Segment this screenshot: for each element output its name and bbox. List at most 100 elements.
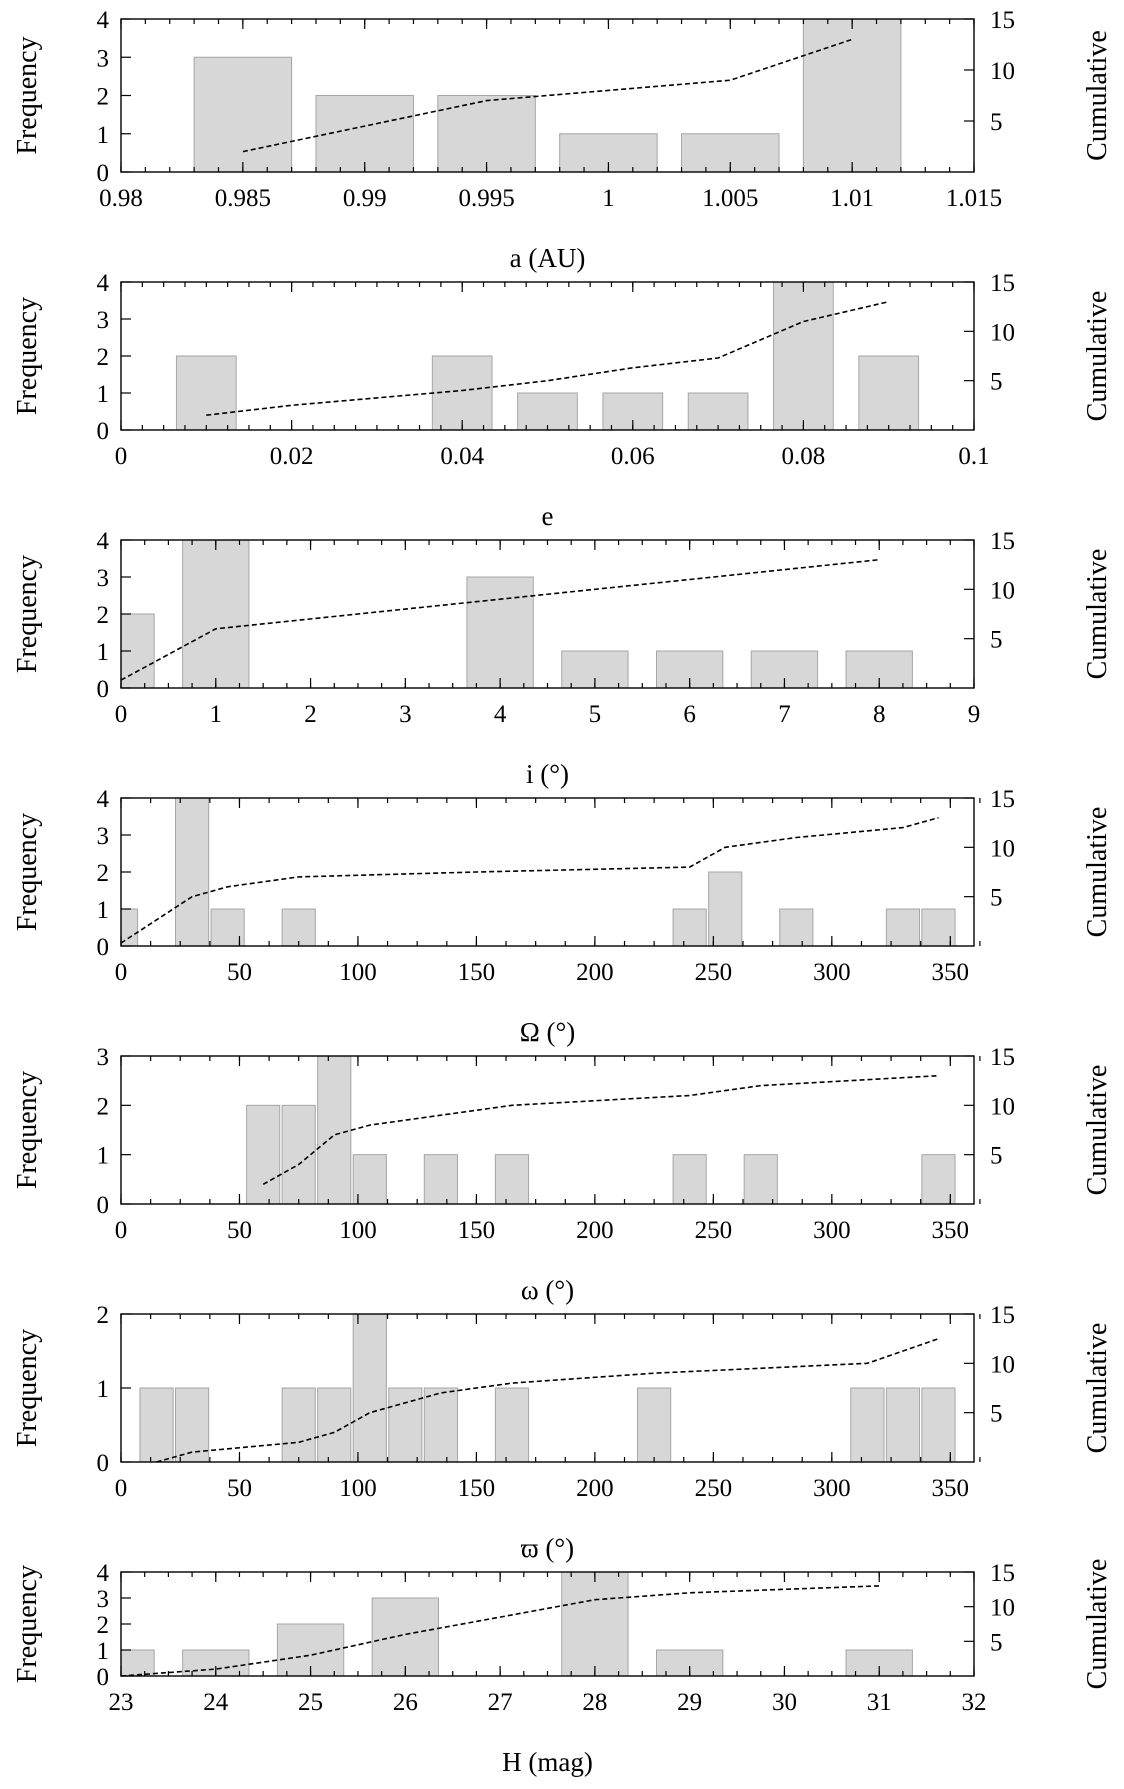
cumulative-line: [206, 300, 889, 416]
x-axis-title: Ω (°): [520, 1017, 576, 1047]
histogram-bar: [431, 355, 493, 431]
histogram-bar: [423, 1387, 458, 1463]
x-tick-label: 100: [339, 959, 377, 986]
y2-tick-label: 5: [990, 1401, 1003, 1428]
histogram-bar: [352, 1154, 387, 1205]
x-tick-label: 250: [695, 1217, 733, 1244]
frequency-axis-label: Frequency: [12, 36, 43, 154]
histogram-bar: [174, 797, 210, 947]
y2-tick-label: 10: [990, 1595, 1015, 1622]
histogram-bar: [182, 539, 250, 689]
y2-tick-label: 5: [990, 627, 1003, 654]
y-tick-label: 2: [97, 860, 110, 887]
histogram-bar: [281, 1104, 316, 1205]
y-tick-label: 0: [97, 1192, 110, 1219]
histogram-bar: [773, 281, 834, 431]
x-tick-label: 0.995: [458, 185, 514, 212]
x-tick-label: 350: [932, 1217, 970, 1244]
y-tick-label: 3: [97, 45, 110, 72]
x-axis-title: a (AU): [510, 243, 586, 273]
histogram-bar: [466, 576, 534, 689]
x-tick-label: 0.06: [611, 443, 655, 470]
x-tick-label: 0.02: [270, 443, 314, 470]
frequency-axis-label: Frequency: [12, 1071, 43, 1189]
x-axis-title: e: [542, 501, 554, 531]
x-tick-label: 25: [298, 1689, 323, 1716]
x-tick-label: 0.98: [99, 185, 143, 212]
y-tick-label: 0: [97, 160, 110, 187]
x-axis-title: i (°): [526, 759, 569, 789]
cumulative-line: [156, 1337, 939, 1463]
histogram-bar: [317, 1387, 352, 1463]
cumulative-line: [262, 1074, 939, 1185]
histogram-bar: [672, 908, 707, 947]
y-tick-label: 2: [97, 602, 110, 629]
histogram-bar: [174, 1387, 210, 1463]
histogram-bar: [120, 1649, 155, 1677]
histogram-bar: [681, 133, 780, 173]
x-tick-label: 350: [932, 959, 970, 986]
histogram-bar: [281, 1387, 316, 1463]
plot-frame: [120, 1313, 975, 1463]
histogram-bar: [139, 1387, 174, 1463]
y2-tick-label: 15: [990, 1044, 1015, 1071]
cumulative-axis-label: Cumulative: [1082, 291, 1113, 422]
histogram-bar: [494, 1387, 530, 1463]
y-tick-label: 0: [97, 1664, 110, 1691]
x-tick-label: 23: [109, 1689, 134, 1716]
cumulative-line: [242, 38, 853, 153]
x-tick-label: 0: [115, 1475, 128, 1502]
frequency-axis-label: Frequency: [12, 1565, 43, 1683]
histogram-bar: [494, 1154, 530, 1205]
y-tick-label: 4: [97, 270, 110, 297]
y2-tick-label: 5: [990, 109, 1003, 136]
cumulative-axis-label: Cumulative: [1082, 549, 1113, 680]
y-tick-label: 2: [97, 1093, 110, 1120]
histogram-bar: [517, 392, 578, 431]
x-tick-label: 6: [683, 701, 696, 728]
histogram-bar: [687, 392, 749, 431]
y2-tick-label: 10: [990, 1351, 1015, 1378]
y-tick-label: 4: [97, 7, 110, 34]
y-tick-label: 4: [97, 1560, 110, 1587]
x-tick-label: 50: [227, 1217, 252, 1244]
y-tick-label: 3: [97, 565, 110, 592]
y2-tick-label: 10: [990, 1093, 1015, 1120]
y-tick-label: 2: [97, 84, 110, 111]
histogram-bar: [423, 1154, 458, 1205]
x-tick-label: 300: [813, 1475, 851, 1502]
histogram-bar: [193, 56, 293, 173]
x-tick-label: 50: [227, 959, 252, 986]
x-tick-label: 100: [339, 1217, 377, 1244]
x-tick-label: 100: [339, 1475, 377, 1502]
y-tick-label: 1: [97, 1143, 110, 1170]
y2-tick-label: 10: [990, 577, 1015, 604]
x-tick-label: 0.99: [343, 185, 387, 212]
y-tick-label: 0: [97, 418, 110, 445]
x-tick-label: 9: [968, 701, 981, 728]
x-tick-label: 300: [813, 959, 851, 986]
x-tick-label: 29: [677, 1689, 702, 1716]
x-tick-label: 250: [695, 959, 733, 986]
histogram-bar: [802, 18, 902, 173]
histogram-bar: [885, 908, 921, 947]
cumulative-axis-label: Cumulative: [1082, 1559, 1113, 1690]
cumulative-axis-label: Cumulative: [1082, 807, 1113, 938]
x-tick-label: 0: [115, 1217, 128, 1244]
panel-3: 0 1 2 3 4 5 6 7 8 9 0 1 2 3 4 5 10 15 Frequency Cumulative i…: [12, 528, 1113, 789]
x-tick-label: 150: [458, 1475, 496, 1502]
x-tick-label: 27: [488, 1689, 513, 1716]
x-tick-label: 200: [576, 1217, 614, 1244]
histogram-bar: [637, 1387, 672, 1463]
y-tick-label: 2: [97, 344, 110, 371]
panel-1: 0.98 0.985 0.99 0.995 1 1.005 1.01 1.015 0 1 2 3 4 5 1…: [12, 7, 1113, 273]
x-tick-label: 5: [589, 701, 602, 728]
histogram-bar: [921, 908, 956, 947]
y-tick-label: 1: [97, 1638, 110, 1665]
histogram-bar: [708, 871, 743, 947]
y-tick-label: 1: [97, 381, 110, 408]
cumulative-line: [120, 1585, 880, 1677]
cumulative-line: [120, 558, 880, 681]
histogram-bar: [317, 1055, 352, 1205]
